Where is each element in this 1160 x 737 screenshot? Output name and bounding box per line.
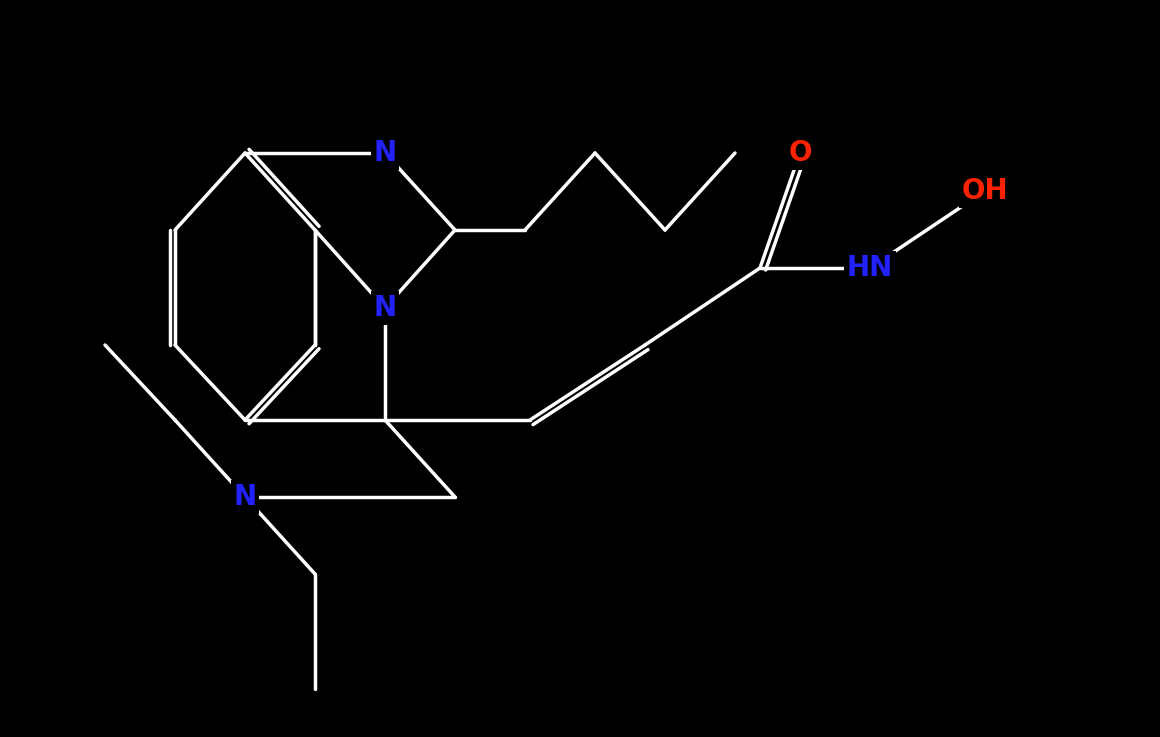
Text: N: N [374,139,397,167]
Text: N: N [374,294,397,322]
Text: HN: HN [847,254,893,282]
Text: N: N [233,483,256,511]
Text: OH: OH [962,177,1008,205]
Text: O: O [789,139,812,167]
